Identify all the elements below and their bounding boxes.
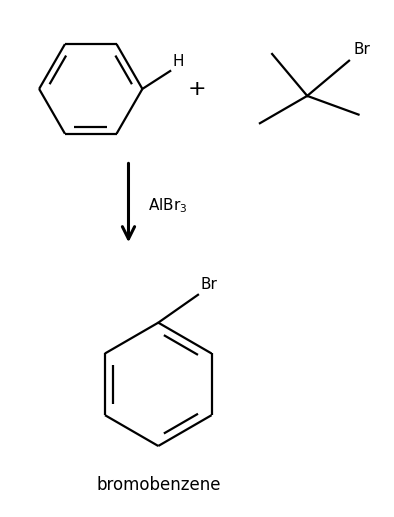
Text: Br: Br [201, 277, 218, 292]
Text: +: + [188, 79, 206, 99]
Text: H: H [172, 54, 184, 69]
Text: bromobenzene: bromobenzene [96, 476, 221, 494]
Text: Br: Br [353, 42, 370, 57]
Text: AlBr$_3$: AlBr$_3$ [149, 196, 188, 215]
